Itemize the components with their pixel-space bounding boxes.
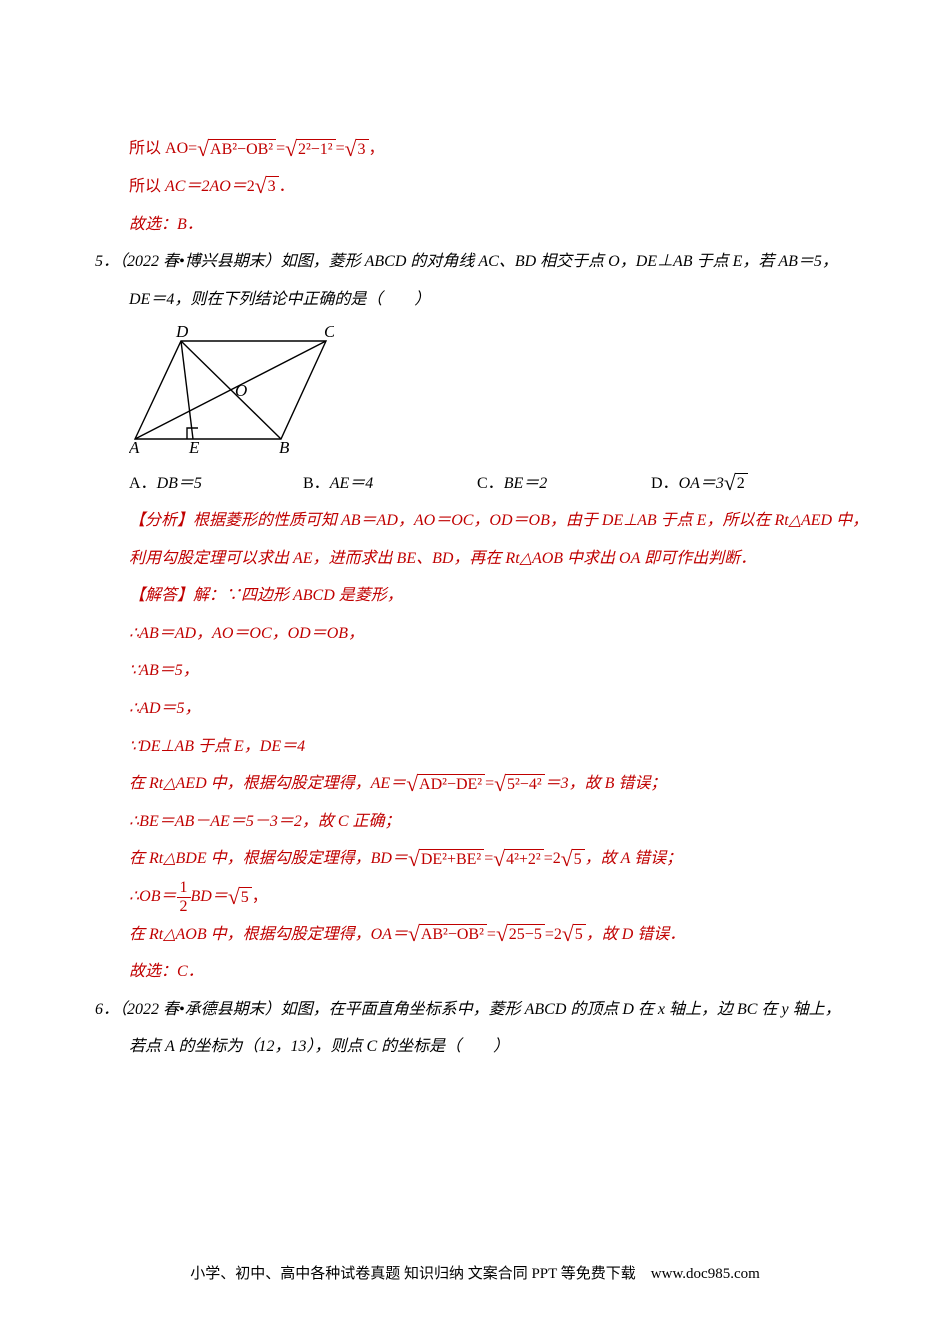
text: 在 Rt△BDE 中，根据勾股定理得，BD＝: [129, 850, 408, 867]
analysis-line: 【分析】根据菱形的性质可知 AB＝AD，AO＝OC，OD＝OB，由于 DE⊥AB…: [95, 502, 855, 540]
text: 在 Rt△AED 中，根据勾股定理得，AE＝: [129, 775, 406, 792]
text: 故选：B．: [129, 216, 203, 233]
label-E: E: [188, 438, 200, 455]
text: ∴OB＝: [129, 888, 177, 905]
choices-row: A．DB＝5 B．AE＝4 C．BE＝2 D．OA＝3√2: [95, 465, 855, 503]
sqrt: √3: [345, 139, 369, 161]
text: 所以: [129, 140, 165, 157]
sqrt: √AB²−OB²: [197, 139, 276, 161]
text: ∵AB＝5，: [129, 662, 199, 679]
sqrt: √25−5: [496, 924, 545, 946]
sqrt: √4²+2²: [493, 849, 543, 871]
solution-line: ∵DE⊥AB 于点 E，DE＝4: [95, 728, 855, 766]
text: ∴AD＝5，: [129, 700, 201, 717]
question-5-line2: DE＝4，则在下列结论中正确的是（ ）: [95, 281, 855, 319]
text: ，: [369, 140, 385, 157]
text: 故选：C．: [129, 963, 204, 980]
text: ＝3，故 B 错误；: [545, 775, 667, 792]
footer-url: www.doc985.com: [651, 1266, 760, 1282]
eq: =: [487, 926, 496, 943]
solution-line: 所以 AC＝2AO＝2√3．: [95, 168, 855, 206]
sqrt: √5: [561, 849, 585, 871]
solution-line: 在 Rt△AED 中，根据勾股定理得，AE＝√AD²−DE²=√5²−4²＝3，…: [95, 765, 855, 803]
fraction-half: 12: [177, 880, 191, 915]
eq: =: [485, 775, 494, 792]
choice-c: C．BE＝2: [477, 465, 647, 503]
sqrt: √5²−4²: [494, 774, 544, 796]
text: ∴AB＝AD，AO＝OC，OD＝OB，: [129, 625, 364, 642]
expr-ao: AO=: [165, 140, 197, 157]
sqrt: √AB²−OB²: [408, 924, 487, 946]
solution-line: 在 Rt△BDE 中，根据勾股定理得，BD＝√DE²+BE²=√4²+2²=2√…: [95, 840, 855, 878]
text: BD＝: [191, 888, 228, 905]
sqrt: √5: [562, 924, 586, 946]
sqrt: √AD²−DE²: [406, 774, 485, 796]
footer-text: 小学、初中、高中各种试卷真题 知识归纳 文案合同 PPT 等免费下载: [190, 1266, 636, 1282]
label-O: O: [235, 381, 247, 400]
expr-ac: AC＝2AO＝: [165, 178, 247, 195]
eq: =2: [545, 926, 562, 943]
sqrt: √3: [255, 176, 279, 198]
choice-b: B．AE＝4: [303, 465, 473, 503]
choice-d: D．OA＝3√2: [651, 465, 748, 503]
solution-line: 所以 AO=√AB²−OB²=√2²−1²=√3，: [95, 130, 855, 168]
text: 若点 A 的坐标为（12，13），则点 C 的坐标是（ ）: [129, 1038, 509, 1055]
sqrt: √5: [228, 887, 252, 909]
text: ，故 D 错误．: [586, 926, 686, 943]
text: 5．（2022 春•博兴县期末）如图，菱形 ABCD 的对角线 AC、BD 相交…: [95, 253, 838, 270]
label-A: A: [129, 438, 140, 455]
label-C: C: [324, 323, 334, 341]
page-footer: 小学、初中、高中各种试卷真题 知识归纳 文案合同 PPT 等免费下载 www.d…: [0, 1257, 950, 1292]
solution-line: ∴OB＝12BD＝√5，: [95, 878, 855, 916]
text: ．: [279, 178, 295, 195]
text: ∴BE＝AB－AE＝5－3＝2，故 C 正确；: [129, 813, 401, 830]
text: 所以: [129, 178, 165, 195]
question-5-line1: 5．（2022 春•博兴县期末）如图，菱形 ABCD 的对角线 AC、BD 相交…: [95, 243, 855, 281]
analysis-line: 利用勾股定理可以求出 AE，进而求出 BE、BD，再在 Rt△AOB 中求出 O…: [95, 540, 855, 578]
question-6-line2: 若点 A 的坐标为（12，13），则点 C 的坐标是（ ）: [95, 1028, 855, 1066]
sqrt: √2²−1²: [285, 139, 335, 161]
eq: =: [484, 850, 493, 867]
text: 利用勾股定理可以求出 AE，进而求出 BE、BD，再在 Rt△AOB 中求出 O…: [129, 550, 756, 567]
coef: 2: [247, 168, 255, 206]
sqrt: √DE²+BE²: [408, 849, 484, 871]
solution-line: ∴AD＝5，: [95, 690, 855, 728]
solution-line: ∴BE＝AB－AE＝5－3＝2，故 C 正确；: [95, 803, 855, 841]
eq: =: [276, 140, 285, 157]
rhombus-diagram: A B C D E O: [95, 323, 855, 455]
solution-line: ∵AB＝5，: [95, 652, 855, 690]
text: 在 Rt△AOB 中，根据勾股定理得，OA＝: [129, 926, 408, 943]
text: DE＝4，则在下列结论中正确的是（ ）: [129, 291, 430, 308]
text: 【分析】根据菱形的性质可知 AB＝AD，AO＝OC，OD＝OB，由于 DE⊥AB…: [129, 512, 868, 529]
text: 6．（2022 春•承德县期末）如图，在平面直角坐标系中，菱形 ABCD 的顶点…: [95, 1001, 841, 1018]
text: ∵DE⊥AB 于点 E，DE＝4: [129, 738, 305, 755]
solution-line: 在 Rt△AOB 中，根据勾股定理得，OA＝√AB²−OB²=√25−5=2√5…: [95, 916, 855, 954]
text: ，故 A 错误；: [585, 850, 683, 867]
answer-line: 故选：C．: [95, 953, 855, 991]
label-B: B: [279, 438, 290, 455]
choice-a: A．DB＝5: [129, 465, 299, 503]
solution-line: ∴AB＝AD，AO＝OC，OD＝OB，: [95, 615, 855, 653]
question-6-line1: 6．（2022 春•承德县期末）如图，在平面直角坐标系中，菱形 ABCD 的顶点…: [95, 991, 855, 1029]
text: ，: [252, 888, 268, 905]
eq: =2: [544, 850, 561, 867]
text: 【解答】解：∵四边形 ABCD 是菱形，: [129, 587, 403, 604]
label-D: D: [175, 323, 189, 341]
answer-line: 故选：B．: [95, 206, 855, 244]
eq: =: [336, 140, 345, 157]
solution-line: 【解答】解：∵四边形 ABCD 是菱形，: [95, 577, 855, 615]
